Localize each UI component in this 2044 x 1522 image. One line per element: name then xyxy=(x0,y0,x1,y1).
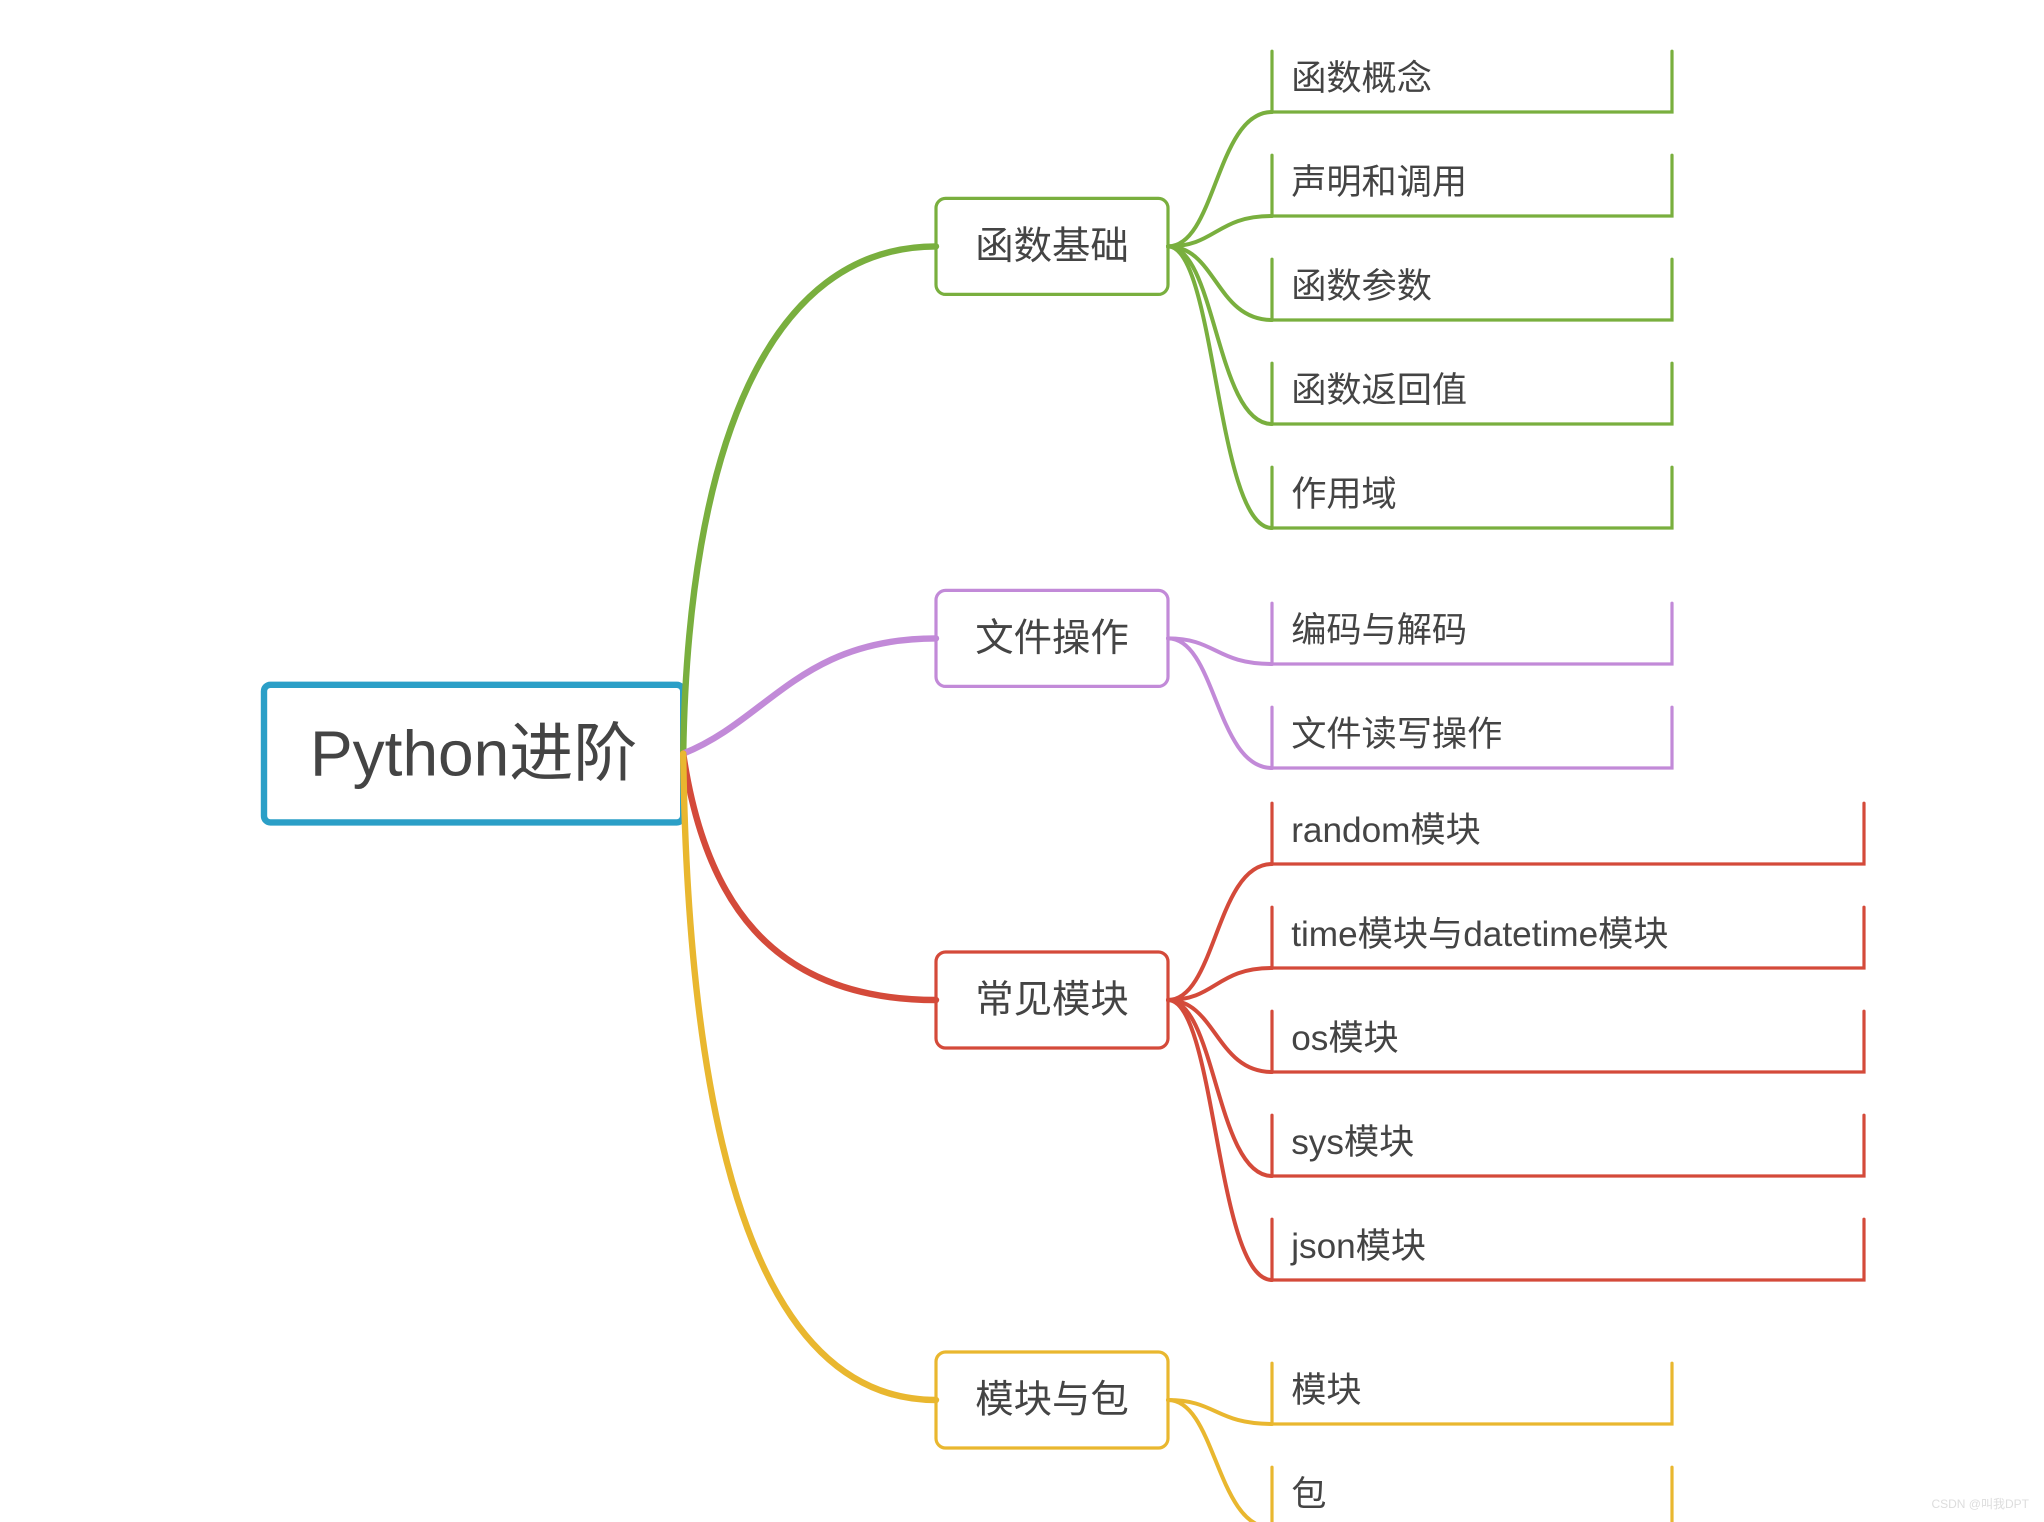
leaf-node-label: sys模块 xyxy=(1291,1123,1414,1162)
leaf-node-label: 包 xyxy=(1291,1475,1326,1514)
mindmap-diagram: Python进阶 函数基础 函数概念声明和调用函数参数函数返回值作用域文件操作 编码与… xyxy=(0,0,2044,1522)
leaf-node-label: 函数概念 xyxy=(1291,59,1432,98)
leaf-node-label: 函数返回值 xyxy=(1291,371,1467,410)
watermark: CSDN @叫我DPT xyxy=(1931,1495,2029,1512)
leaf-node-label: os模块 xyxy=(1291,1019,1399,1058)
leaf-node-label: 声明和调用 xyxy=(1291,163,1467,202)
leaf-node-label: 编码与解码 xyxy=(1291,611,1467,650)
leaf-node-label: 文件读写操作 xyxy=(1291,715,1502,754)
leaf-node-label: 作用域 xyxy=(1291,475,1397,514)
branch-node-label: 文件操作 xyxy=(975,617,1129,660)
leaf-node-label: random模块 xyxy=(1291,811,1481,850)
leaf-node-label: time模块与datetime模块 xyxy=(1291,915,1668,954)
branch-node-label: 模块与包 xyxy=(975,1379,1129,1422)
leaf-node-label: json模块 xyxy=(1290,1227,1426,1266)
leaf-node-label: 函数参数 xyxy=(1291,267,1432,306)
root-node-label: Python进阶 xyxy=(310,718,637,790)
leaf-node-label: 模块 xyxy=(1291,1371,1361,1410)
branch-node-label: 函数基础 xyxy=(975,225,1129,268)
branch-node-label: 常见模块 xyxy=(975,979,1129,1022)
